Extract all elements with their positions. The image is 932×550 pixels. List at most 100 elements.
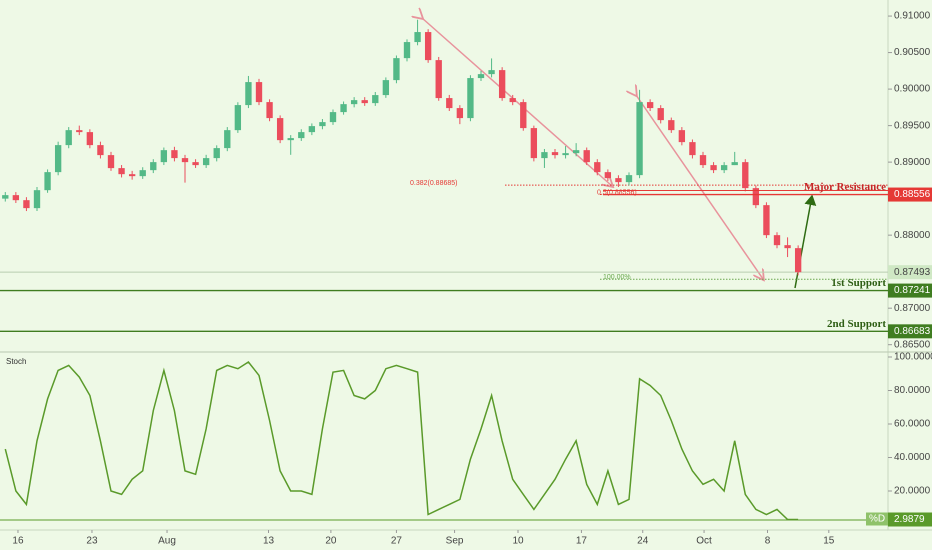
x-tick-label: 8 <box>765 536 771 547</box>
candle-body <box>668 120 675 131</box>
y-tick-label: 60.0000 <box>894 419 931 430</box>
last-price-label: 0.87493 <box>894 267 931 278</box>
candle-body <box>319 122 326 127</box>
y-tick-label: 0.90500 <box>894 47 931 58</box>
x-tick-label: 23 <box>86 536 98 547</box>
legend-label: %D <box>869 514 885 525</box>
candle-body <box>181 158 189 163</box>
candle-body <box>245 82 252 106</box>
candle-body <box>446 98 453 109</box>
candle-body <box>646 102 654 109</box>
candle-body <box>287 138 294 141</box>
candle-body <box>350 100 358 105</box>
candle-body <box>657 108 664 121</box>
y-tick-label: 0.86500 <box>894 339 931 350</box>
fib-label: 0.5(0.88556) <box>597 189 637 196</box>
candle-body <box>456 108 464 119</box>
candle-body <box>97 145 104 156</box>
candle-body <box>213 148 220 159</box>
y-tick-label: 80.0000 <box>894 385 931 396</box>
candle-body <box>615 178 622 183</box>
candle-body <box>794 248 802 273</box>
series-name-box <box>866 512 888 526</box>
candle-body <box>128 174 136 177</box>
y-tick-label: 0.89500 <box>894 120 931 131</box>
candle-body <box>498 70 506 99</box>
candle-body <box>689 142 696 156</box>
candle-body <box>234 105 242 131</box>
candle-body <box>329 112 337 123</box>
level-annotation: 1st Support <box>831 277 886 289</box>
candle-body <box>424 32 432 61</box>
x-tick-label: Sep <box>446 536 464 547</box>
x-tick-label: 16 <box>12 536 24 547</box>
candle-body <box>160 150 168 163</box>
candle-body <box>33 190 41 209</box>
candle-body <box>44 172 51 191</box>
level-annotation: Major Resistance <box>804 181 886 193</box>
candle-body <box>171 150 178 159</box>
level-annotation: 2nd Support <box>827 318 886 330</box>
candle-body <box>699 155 707 166</box>
last-value-label: 2.9879 <box>894 514 925 525</box>
candle-body <box>76 130 83 133</box>
candle-body <box>2 195 9 199</box>
candle-body <box>752 188 760 206</box>
fib-label: 0.382(0.88685) <box>410 180 457 187</box>
y-tick-label: 0.90000 <box>894 84 931 95</box>
stoch-line <box>4 361 799 521</box>
candle-body <box>393 58 400 81</box>
candle-body <box>541 152 548 159</box>
candle-body <box>604 172 612 179</box>
candle-body <box>509 98 516 103</box>
candle-body <box>224 130 231 149</box>
candle-body <box>266 102 273 119</box>
y-tick-label: 0.88000 <box>894 230 931 241</box>
candle-body <box>435 60 442 99</box>
candle-body <box>12 195 20 201</box>
x-tick-label: Aug <box>158 536 176 547</box>
x-tick-label: Oct <box>696 536 712 547</box>
candle-body <box>520 102 527 129</box>
level-label: 0.88556 <box>894 189 931 200</box>
candle-body <box>414 32 421 43</box>
candle-body <box>731 162 738 166</box>
candle-body <box>678 130 686 143</box>
candle-body <box>467 78 474 119</box>
candle-body <box>298 132 305 139</box>
x-tick-label: 10 <box>512 536 524 547</box>
candle-body <box>255 82 263 103</box>
y-tick-label: 0.91000 <box>894 11 931 22</box>
x-tick-label: 27 <box>391 536 403 547</box>
candle-body <box>54 145 62 173</box>
level-label: 0.87241 <box>894 285 931 296</box>
candle-body <box>710 165 717 171</box>
candle-body <box>403 42 411 59</box>
x-tick-label: 24 <box>637 536 649 547</box>
candle-body <box>139 170 146 177</box>
y-tick-label: 40.0000 <box>894 452 931 463</box>
candle-body <box>572 150 580 154</box>
level-label-box <box>888 324 932 339</box>
candle-body <box>276 118 284 141</box>
x-tick-label: 15 <box>823 536 835 547</box>
price-label-box <box>888 265 932 280</box>
y-tick-label: 0.87000 <box>894 303 931 314</box>
candle-body <box>773 235 781 246</box>
candle-body <box>625 175 633 183</box>
x-tick-label: 13 <box>263 536 275 547</box>
candle-body <box>202 158 210 166</box>
candle-body <box>340 104 347 113</box>
candle-body <box>86 132 94 146</box>
x-tick-label: 17 <box>576 536 588 547</box>
trend-arrow <box>636 95 763 279</box>
candle-body <box>763 205 770 236</box>
candle-body <box>361 100 368 104</box>
indicator-title: Stoch <box>6 357 26 366</box>
candle-body <box>118 168 125 175</box>
y-tick-label: 20.0000 <box>894 486 931 497</box>
candle-body <box>636 102 643 176</box>
level-label-box <box>888 283 932 298</box>
